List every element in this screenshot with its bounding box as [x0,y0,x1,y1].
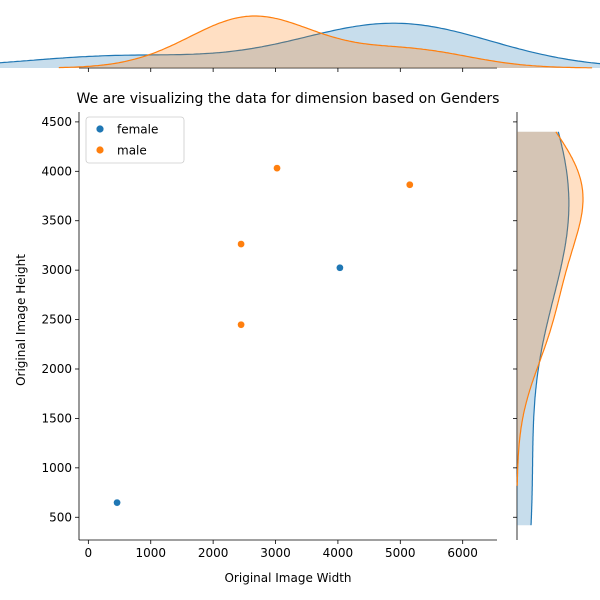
right-kde-fill-male [517,131,583,486]
right-kde-line-female [530,131,570,526]
chart-title: We are visualizing the data for dimensio… [77,91,500,107]
legend-box [85,116,185,164]
x-tick-label: 2000 [198,546,229,560]
top-marginal-kde [0,15,600,72]
scatter-point-female [336,263,344,272]
x-tick-label: 6000 [447,546,478,560]
y-tick-label: 2500 [41,313,72,327]
legend-marker-male [96,146,104,154]
top-kde-line-male [58,15,593,69]
legend-label-female: female [117,123,158,137]
scatter-point-male [273,164,281,172]
legend: female male [85,116,185,164]
y-axis-label: Original Image Height [14,254,28,386]
x-axis-label: Original Image Width [224,571,351,585]
legend-marker-female [96,125,104,133]
y-tick-label: 2000 [41,362,72,376]
scatter-point-female [113,498,121,507]
y-tick-label: 4500 [41,115,72,129]
y-tick-label: 1000 [41,461,72,475]
top-kde-fill-female [0,23,600,68]
x-tick-label: 4000 [323,546,354,560]
y-tick-label: 3500 [41,214,72,228]
legend-label-male: male [117,144,147,158]
y-tick-label: 3000 [41,263,72,277]
top-kde-line-female [0,22,600,65]
y-tick-label: 1500 [41,411,72,425]
right-marginal-kde [513,112,584,540]
x-tick-label: 0 [85,546,93,560]
right-kde-fill-female [517,131,569,526]
scatter-point-male [405,180,414,189]
right-kde-line-male [516,131,584,486]
main-scatter-axes: 0 1000 2000 3000 4000 5000 6000 500 1000 1500 2000… [41,112,497,560]
scatter-point-male [237,320,245,329]
y-tick-label: 500 [49,510,72,524]
scatter-point-male [237,240,245,248]
x-tick-label: 5000 [385,546,416,560]
x-tick-label: 1000 [135,546,166,560]
x-tick-label: 3000 [260,546,291,560]
y-tick-label: 4000 [41,164,72,178]
